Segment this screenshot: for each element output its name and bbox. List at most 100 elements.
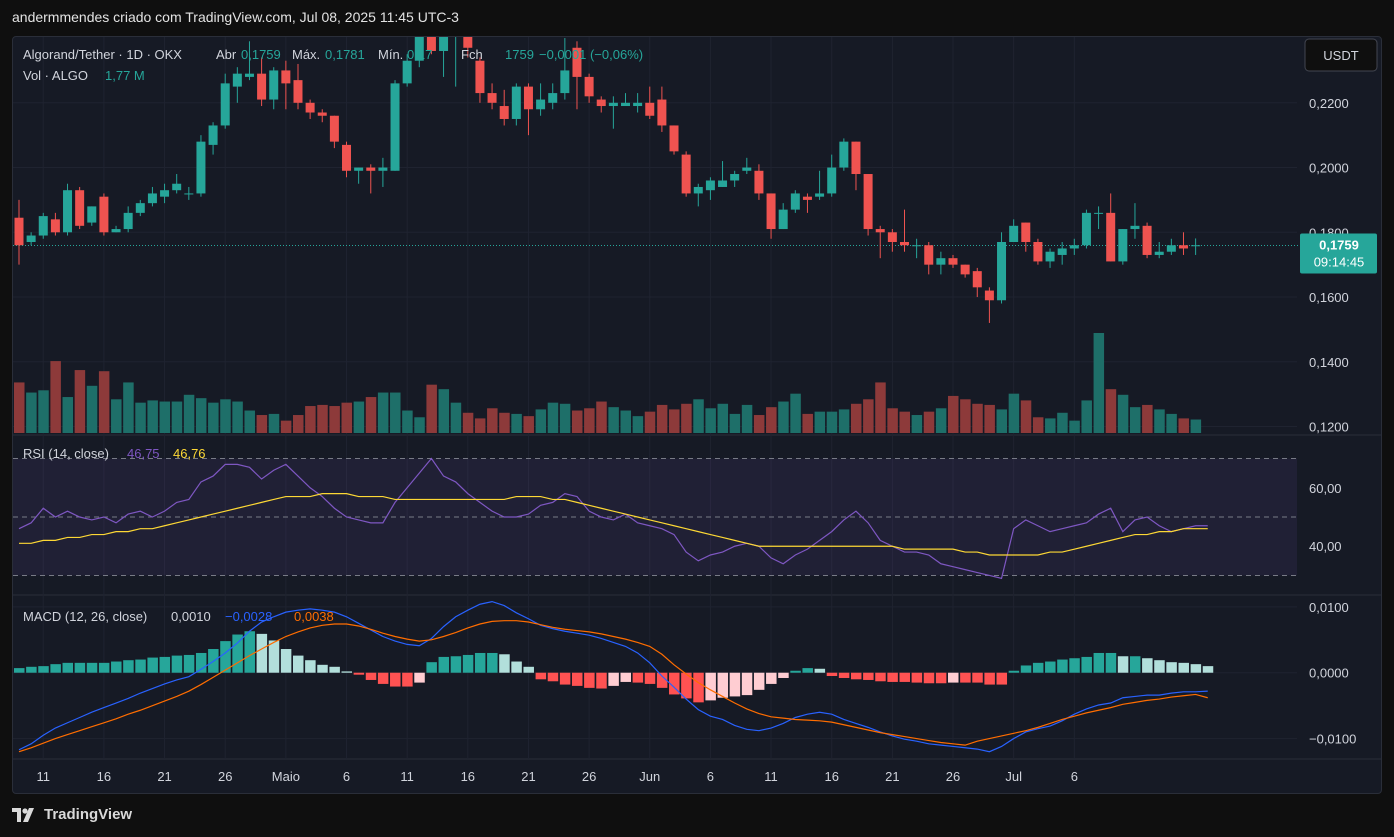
candle-body (572, 47, 582, 77)
candle-body (99, 196, 109, 233)
chart-panel[interactable]: 11 16 21 26 Maio 6 11 16 21 26 Jun 6 11 16 21 26 Jul 6 0,2… (12, 0, 1382, 794)
candle-body (669, 125, 679, 152)
volume-bar (390, 392, 401, 433)
legend-open-label: Abr (216, 47, 237, 62)
candle-body (705, 180, 715, 191)
candle-body (948, 258, 958, 265)
volume-bar (1081, 400, 1092, 433)
chart-svg[interactable]: 11 16 21 26 Maio 6 11 16 21 26 Jun 6 11 16 21 26 Jul 6 0,2… (13, 0, 1381, 793)
candle-body (1057, 248, 1067, 255)
volume-bar (948, 395, 959, 433)
volume-bar (14, 382, 25, 433)
macd-histogram-bar (1178, 662, 1189, 673)
candle-body (1142, 225, 1152, 255)
macd-histogram-bar (887, 672, 898, 682)
candle-body (645, 102, 655, 116)
volume-bar (887, 408, 898, 433)
volume-bar (778, 401, 789, 433)
macd-histogram-bar (1057, 659, 1068, 673)
macd-histogram-bar (1190, 664, 1202, 673)
volume-bar (1057, 412, 1068, 433)
macd-histogram-bar (766, 672, 777, 684)
x-tick-label: 6 (343, 769, 350, 784)
x-tick-label: 21 (157, 769, 171, 784)
volume-bar (195, 398, 207, 433)
volume-bar (717, 403, 729, 433)
candle-body (317, 112, 327, 116)
x-tick-label: 21 (521, 769, 535, 784)
candle-body (863, 174, 873, 230)
candle-body (354, 167, 364, 171)
candle-body (305, 102, 315, 113)
candle-body (1178, 245, 1188, 249)
x-tick-label: 21 (885, 769, 899, 784)
candle-body (402, 60, 412, 84)
macd-histogram-bar (535, 672, 547, 680)
macd-histogram-bar (62, 662, 74, 673)
volume-bar (305, 406, 316, 433)
bar-countdown: 09:14:45 (1314, 255, 1365, 270)
macd-histogram-bar (256, 633, 268, 673)
macd-histogram-bar (86, 662, 98, 673)
macd-histogram-bar (1081, 656, 1092, 673)
volume-bar (863, 399, 874, 433)
macd-histogram-bar (838, 672, 850, 678)
rsi-legend-label: RSI (14, close) (23, 446, 109, 461)
macd-histogram-bar (50, 664, 61, 673)
volume-bar (741, 404, 753, 433)
macd-histogram-bar (135, 659, 146, 673)
macd-histogram-bar (1142, 658, 1153, 673)
macd-histogram-bar (14, 668, 25, 673)
macd-histogram-bar (377, 672, 389, 684)
volume-bar (474, 418, 486, 433)
currency-button[interactable]: USDT (1304, 38, 1378, 72)
volume-bar (911, 415, 923, 433)
volume-bar (1166, 413, 1177, 433)
candle-body (511, 86, 521, 119)
candle-body (608, 102, 618, 107)
volume-bar (74, 370, 86, 433)
macd-histogram-bar (1117, 656, 1129, 673)
candle-body (281, 70, 291, 84)
volume-bar (38, 390, 49, 433)
volume-bar (632, 416, 644, 433)
footer-brand-label: TradingView (44, 806, 133, 823)
volume-bar (571, 410, 583, 433)
macd-histogram-bar (681, 672, 692, 699)
macd-histogram-bar (814, 668, 826, 673)
volume-bar (669, 409, 680, 433)
macd-histogram-bar (669, 672, 680, 695)
macd-histogram-bar (948, 672, 959, 683)
macd-histogram-bar (365, 672, 377, 680)
volume-bar (329, 406, 340, 433)
macd-line (18, 600, 1208, 753)
volume-bar (972, 403, 983, 433)
volume-bar (268, 413, 280, 433)
volume-bar (705, 408, 716, 433)
rsi-ma-line (19, 493, 1208, 556)
macd-tick-label: 0,0000 (1309, 666, 1349, 681)
last-price-tag: 0,1759 09:14:45 (1300, 233, 1377, 274)
candle-body (815, 193, 825, 197)
rsi-tick-label: 60,00 (1309, 481, 1342, 496)
candle-body (523, 86, 533, 110)
volume-bar (826, 411, 838, 433)
macd-histogram-bar (972, 672, 983, 683)
macd-legend-label: MACD (12, 26, close) (23, 609, 147, 624)
volume-bar (547, 402, 559, 433)
volume-bar (753, 415, 765, 433)
candle-body (50, 219, 60, 233)
candle-body (924, 245, 934, 265)
volume-bar (1190, 419, 1202, 433)
candle-body (208, 125, 218, 145)
macd-histogram-bar (923, 672, 935, 684)
macd-histogram-bar (390, 672, 401, 687)
volume-bar (377, 392, 389, 433)
volume-bar (1032, 417, 1044, 433)
volume-bar (414, 417, 425, 433)
volume-bar (462, 412, 474, 433)
volume-bar (426, 384, 437, 433)
candle-body (1094, 212, 1104, 214)
candle-body (899, 242, 909, 246)
macd-histogram-bar (474, 652, 486, 673)
